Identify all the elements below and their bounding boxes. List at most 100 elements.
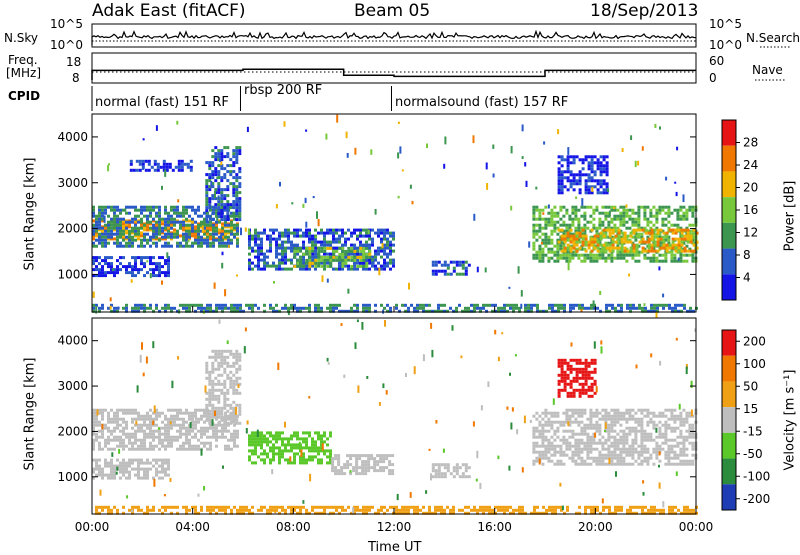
power-speckle <box>161 186 163 190</box>
velocity-speckle <box>343 375 345 378</box>
power-speckle <box>408 283 410 290</box>
velocity-speckle <box>487 381 489 387</box>
power-speckle <box>218 195 220 199</box>
power-speckle <box>593 300 595 307</box>
power-speckle <box>245 228 247 232</box>
velocity-speckle <box>101 424 103 430</box>
power-region-1 <box>92 206 239 248</box>
power-speckle <box>665 177 667 181</box>
power-speckle <box>444 137 446 145</box>
velocity-speckle <box>355 342 357 349</box>
velocity-speckle <box>429 449 431 451</box>
velocity-speckle <box>479 483 481 489</box>
power-speckle <box>276 204 278 208</box>
velocity-colorbar-label-5: -50 <box>743 447 763 461</box>
velocity-speckle <box>222 466 224 469</box>
power-speckle <box>318 219 320 226</box>
power-speckle <box>224 289 226 296</box>
power-speckle <box>581 198 583 206</box>
velocity-ytick-label-3: 4000 <box>57 334 88 348</box>
velocity-speckle <box>357 385 359 392</box>
velocity-speckle <box>379 402 381 406</box>
velocity-speckle <box>430 473 432 480</box>
velocity-speckle <box>158 427 160 430</box>
velocity-speckle <box>435 420 437 424</box>
power-speckle <box>493 174 495 178</box>
velocity-speckle <box>127 462 129 465</box>
power-speckle <box>110 306 112 310</box>
power-speckle <box>659 126 661 129</box>
velocity-speckle <box>594 433 596 438</box>
velocity-speckle <box>164 494 166 496</box>
velocity-speckle <box>510 423 512 430</box>
velocity-speckle <box>308 396 310 398</box>
velocity-speckle <box>327 358 329 362</box>
power-speckle <box>637 161 639 166</box>
velocity-speckle <box>615 471 617 477</box>
power-speckle <box>220 233 222 241</box>
power-speckle <box>658 266 660 270</box>
velocity-colorbar-label-0: 200 <box>743 334 766 348</box>
power-speckle <box>378 268 380 275</box>
power-speckle <box>477 267 479 273</box>
velocity-speckle <box>600 340 602 344</box>
power-colorbar-swatch-4 <box>722 223 736 249</box>
power-ytick-label-2: 3000 <box>57 176 88 190</box>
velocity-speckle <box>658 465 660 468</box>
power-region-7 <box>432 261 471 276</box>
velocity-speckle <box>350 470 352 473</box>
velocity-speckle <box>498 357 500 361</box>
power-speckle <box>354 148 356 155</box>
power-speckle <box>107 165 109 171</box>
velocity-speckle <box>659 483 661 489</box>
velocity-speckle <box>655 428 657 433</box>
power-ytick-label-1: 2000 <box>57 222 88 236</box>
power-speckle <box>108 163 110 165</box>
power-speckle <box>93 292 95 298</box>
power-colorbar-swatch-0 <box>722 120 736 146</box>
power-speckle <box>214 283 216 289</box>
velocity-speckle <box>274 510 276 513</box>
power-speckle <box>397 152 399 158</box>
power-speckle <box>110 297 112 301</box>
power-speckle <box>313 196 315 198</box>
velocity-region-8 <box>95 506 698 515</box>
velocity-speckle <box>384 320 386 327</box>
power-speckle <box>654 124 656 128</box>
power-speckle <box>104 216 106 223</box>
velocity-region-5 <box>432 463 471 478</box>
power-speckle <box>214 191 216 198</box>
velocity-speckle <box>131 510 133 513</box>
power-colorbar-label-3: 16 <box>743 203 758 217</box>
x-tick-label-2: 08:00 <box>276 520 311 534</box>
velocity-speckle <box>397 494 399 500</box>
power-region-3 <box>92 256 170 277</box>
velocity-speckle <box>284 422 286 428</box>
velocity-speckle <box>341 323 343 326</box>
velocity-speckle <box>443 449 445 453</box>
power-speckle <box>398 196 400 198</box>
velocity-speckle <box>235 407 237 415</box>
power-speckle <box>228 245 230 248</box>
velocity-speckle <box>97 409 99 415</box>
power-speckle <box>166 252 168 258</box>
velocity-speckle <box>512 407 514 411</box>
power-speckle <box>327 279 329 283</box>
power-speckle <box>521 290 523 297</box>
power-speckle <box>188 240 190 242</box>
velocity-speckle <box>650 353 652 357</box>
freq-panel-frame <box>92 53 696 83</box>
velocity-speckle <box>559 483 561 487</box>
power-speckle <box>347 153 349 158</box>
velocity-ytick-label-1: 2000 <box>57 424 88 438</box>
power-speckle <box>202 225 204 233</box>
velocity-colorbar-swatch-6 <box>722 484 736 510</box>
power-speckle <box>526 181 528 187</box>
velocity-speckle <box>247 420 249 424</box>
velocity-speckle <box>203 486 205 490</box>
velocity-speckle <box>497 456 499 459</box>
power-ytick-label-3: 4000 <box>57 130 88 144</box>
velocity-speckle <box>352 507 354 513</box>
velocity-speckle <box>636 365 638 369</box>
power-speckle <box>486 163 488 170</box>
